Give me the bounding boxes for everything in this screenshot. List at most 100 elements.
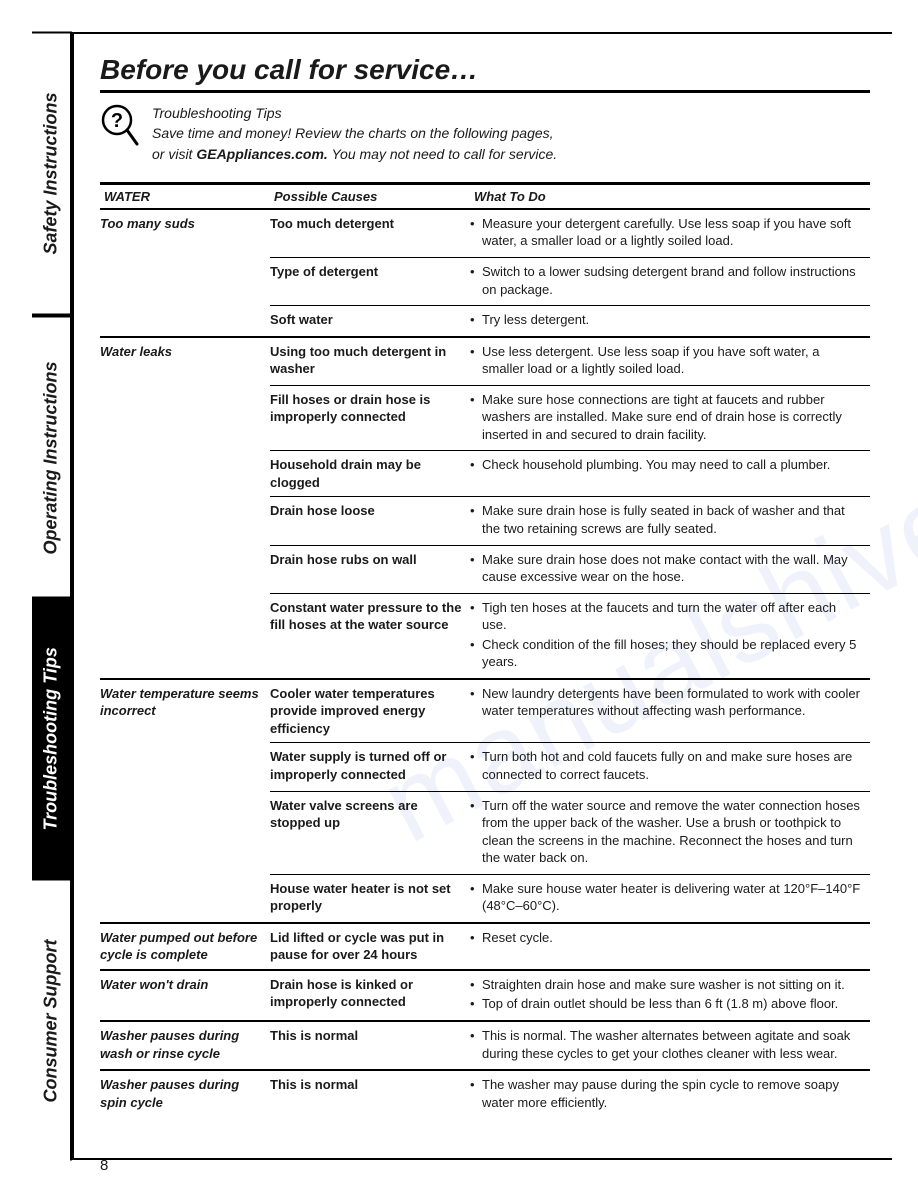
content: Before you call for service… ? Troublesh… bbox=[100, 54, 870, 1118]
table-row: Water supply is turned off or improperly… bbox=[100, 743, 870, 791]
col-cause: Possible Causes bbox=[270, 183, 470, 209]
todo-item: Reset cycle. bbox=[470, 929, 864, 947]
intro-bold: GEAppliances.com. bbox=[196, 146, 327, 162]
table-row: Water temperature seems incorrectCooler … bbox=[100, 679, 870, 743]
troubleshooting-table: WATER Possible Causes What To Do Too man… bbox=[100, 182, 870, 1118]
magnifier-question-icon: ? bbox=[100, 103, 140, 147]
col-problem: WATER bbox=[100, 183, 270, 209]
table-row: Water won't drainDrain hose is kinked or… bbox=[100, 970, 870, 1021]
todo-list: Switch to a lower sudsing detergent bran… bbox=[470, 263, 864, 298]
cell-cause: Drain hose rubs on wall bbox=[270, 545, 470, 593]
cell-problem bbox=[100, 874, 270, 923]
cell-todo: Tigh ten hoses at the faucets and turn t… bbox=[470, 593, 870, 679]
todo-item: Turn both hot and cold faucets fully on … bbox=[470, 748, 864, 783]
side-tabs: Safety Instructions Operating Instructio… bbox=[32, 32, 72, 1160]
cell-todo: Make sure drain hose is fully seated in … bbox=[470, 497, 870, 545]
todo-list: Make sure hose connections are tight at … bbox=[470, 391, 864, 444]
cell-cause: House water heater is not set properly bbox=[270, 874, 470, 923]
todo-item: Make sure house water heater is deliveri… bbox=[470, 880, 864, 915]
cell-problem bbox=[100, 593, 270, 679]
todo-item: Try less detergent. bbox=[470, 311, 864, 329]
cell-todo: Make sure hose connections are tight at … bbox=[470, 385, 870, 451]
cell-todo: Turn off the water source and remove the… bbox=[470, 791, 870, 874]
cell-cause: Cooler water temperatures provide improv… bbox=[270, 679, 470, 743]
tab-safety: Safety Instructions bbox=[32, 32, 72, 316]
cell-problem bbox=[100, 385, 270, 451]
col-todo: What To Do bbox=[470, 183, 870, 209]
page-title: Before you call for service… bbox=[100, 54, 870, 93]
cell-problem bbox=[100, 306, 270, 337]
todo-list: The washer may pause during the spin cyc… bbox=[470, 1076, 864, 1111]
todo-list: Make sure drain hose is fully seated in … bbox=[470, 502, 864, 537]
intro-text: Troubleshooting Tips Save time and money… bbox=[152, 103, 557, 164]
cell-todo: Make sure drain hose does not make conta… bbox=[470, 545, 870, 593]
todo-item: Measure your detergent carefully. Use le… bbox=[470, 215, 864, 250]
table-row: Constant water pressure to the fill hose… bbox=[100, 593, 870, 679]
page-number: 8 bbox=[100, 1157, 108, 1174]
table-row: Water valve screens are stopped upTurn o… bbox=[100, 791, 870, 874]
cell-cause: Water valve screens are stopped up bbox=[270, 791, 470, 874]
cell-cause: Drain hose is kinked or improperly conne… bbox=[270, 970, 470, 1021]
cell-todo: Turn both hot and cold faucets fully on … bbox=[470, 743, 870, 791]
intro-line2b-wrap: or visit GEAppliances.com. You may not n… bbox=[152, 144, 557, 164]
table-row: Household drain may be cloggedCheck hous… bbox=[100, 451, 870, 497]
cell-cause: Constant water pressure to the fill hose… bbox=[270, 593, 470, 679]
cell-problem: Water pumped out before cycle is complet… bbox=[100, 923, 270, 970]
cell-todo: The washer may pause during the spin cyc… bbox=[470, 1070, 870, 1118]
todo-item: Switch to a lower sudsing detergent bran… bbox=[470, 263, 864, 298]
cell-todo: Measure your detergent carefully. Use le… bbox=[470, 209, 870, 258]
cell-problem bbox=[100, 545, 270, 593]
cell-problem: Washer pauses during spin cycle bbox=[100, 1070, 270, 1118]
cell-problem bbox=[100, 743, 270, 791]
todo-list: Use less detergent. Use less soap if you… bbox=[470, 343, 864, 378]
todo-item: The washer may pause during the spin cyc… bbox=[470, 1076, 864, 1111]
cell-problem: Too many suds bbox=[100, 209, 270, 258]
table-row: Washer pauses during wash or rinse cycle… bbox=[100, 1021, 870, 1070]
todo-list: This is normal. The washer alternates be… bbox=[470, 1027, 864, 1062]
todo-list: Try less detergent. bbox=[470, 311, 864, 329]
intro-line1: Troubleshooting Tips bbox=[152, 103, 557, 123]
tab-consumer: Consumer Support bbox=[32, 879, 72, 1161]
todo-list: Turn off the water source and remove the… bbox=[470, 797, 864, 867]
cell-cause: This is normal bbox=[270, 1070, 470, 1118]
todo-list: Make sure drain hose does not make conta… bbox=[470, 551, 864, 586]
table-row: Fill hoses or drain hose is improperly c… bbox=[100, 385, 870, 451]
cell-problem bbox=[100, 497, 270, 545]
cell-todo: Reset cycle. bbox=[470, 923, 870, 970]
cell-problem: Water temperature seems incorrect bbox=[100, 679, 270, 743]
todo-item: Turn off the water source and remove the… bbox=[470, 797, 864, 867]
todo-item: Tigh ten hoses at the faucets and turn t… bbox=[470, 599, 864, 634]
cell-cause: Too much detergent bbox=[270, 209, 470, 258]
todo-item: Check household plumbing. You may need t… bbox=[470, 456, 864, 474]
table-header-row: WATER Possible Causes What To Do bbox=[100, 183, 870, 209]
todo-list: Straighten drain hose and make sure wash… bbox=[470, 976, 864, 1013]
todo-list: New laundry detergents have been formula… bbox=[470, 685, 864, 720]
cell-todo: Use less detergent. Use less soap if you… bbox=[470, 337, 870, 386]
cell-cause: This is normal bbox=[270, 1021, 470, 1070]
cell-todo: Try less detergent. bbox=[470, 306, 870, 337]
cell-cause: Water supply is turned off or improperly… bbox=[270, 743, 470, 791]
todo-list: Check household plumbing. You may need t… bbox=[470, 456, 864, 474]
intro: ? Troubleshooting Tips Save time and mon… bbox=[100, 103, 870, 164]
tab-operating: Operating Instructions bbox=[32, 316, 72, 598]
todo-item: Top of drain outlet should be less than … bbox=[470, 995, 864, 1013]
table-row: Drain hose looseMake sure drain hose is … bbox=[100, 497, 870, 545]
table-row: Washer pauses during spin cycleThis is n… bbox=[100, 1070, 870, 1118]
todo-item: Make sure drain hose is fully seated in … bbox=[470, 502, 864, 537]
cell-todo: Switch to a lower sudsing detergent bran… bbox=[470, 257, 870, 305]
todo-item: Make sure hose connections are tight at … bbox=[470, 391, 864, 444]
table-body: Too many sudsToo much detergentMeasure y… bbox=[100, 209, 870, 1118]
cell-problem bbox=[100, 791, 270, 874]
table-row: Water leaksUsing too much detergent in w… bbox=[100, 337, 870, 386]
todo-item: Straighten drain hose and make sure wash… bbox=[470, 976, 864, 994]
todo-item: Use less detergent. Use less soap if you… bbox=[470, 343, 864, 378]
cell-cause: Using too much detergent in washer bbox=[270, 337, 470, 386]
table-row: Drain hose rubs on wallMake sure drain h… bbox=[100, 545, 870, 593]
cell-todo: This is normal. The washer alternates be… bbox=[470, 1021, 870, 1070]
table-row: Type of detergentSwitch to a lower sudsi… bbox=[100, 257, 870, 305]
table-row: Water pumped out before cycle is complet… bbox=[100, 923, 870, 970]
cell-cause: Fill hoses or drain hose is improperly c… bbox=[270, 385, 470, 451]
cell-cause: Drain hose loose bbox=[270, 497, 470, 545]
tab-troubleshooting: Troubleshooting Tips bbox=[32, 597, 72, 879]
cell-cause: Household drain may be clogged bbox=[270, 451, 470, 497]
